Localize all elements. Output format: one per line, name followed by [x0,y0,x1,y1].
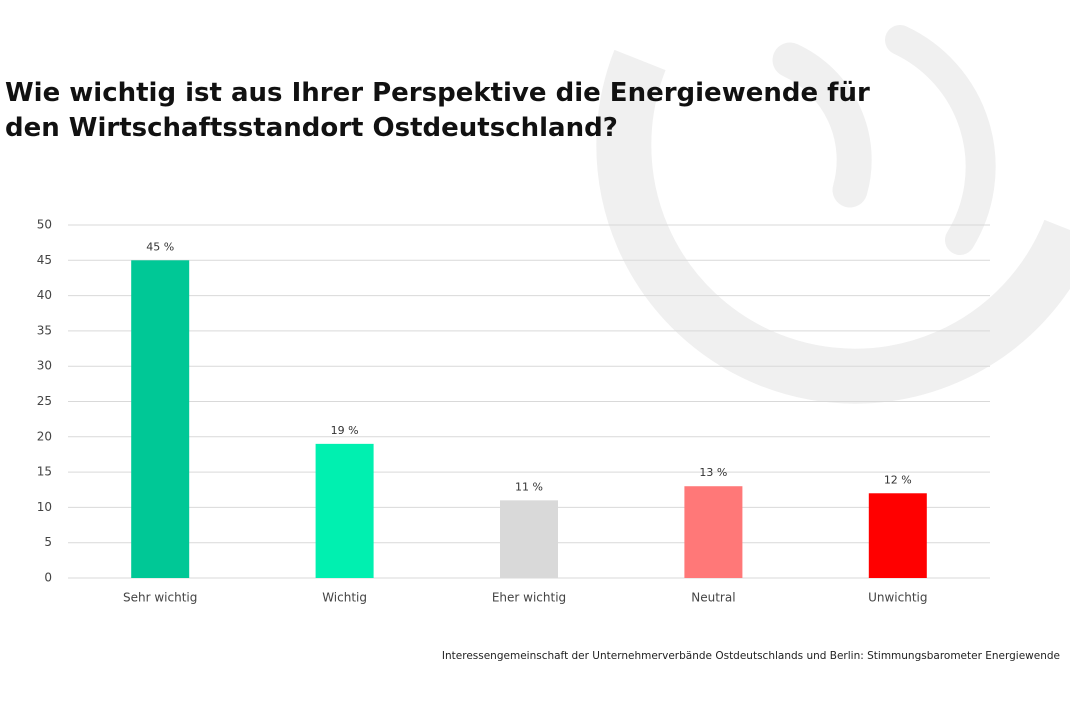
value-label: 19 % [331,424,359,437]
background-decoration [596,25,1070,404]
y-tick-label: 10 [37,500,52,514]
y-tick-label: 20 [37,429,52,443]
x-tick-label: Wichtig [322,591,367,605]
bar [315,443,374,578]
bar [500,500,558,578]
x-tick-label: Eher wichtig [492,591,566,605]
decor-arc [885,25,996,255]
value-label: 11 % [515,480,543,493]
y-tick-label: 35 [37,323,52,337]
decor-arc [596,49,1070,404]
x-tick-label: Unwichtig [868,591,927,605]
y-tick-label: 0 [44,571,52,585]
chart-title: Wie wichtig ist aus Ihrer Perspektive di… [5,78,870,143]
y-tick-label: 5 [44,535,52,549]
decor-arc [772,42,872,208]
value-label: 45 % [146,240,174,253]
value-label: 12 % [884,473,912,486]
x-tick-label: Sehr wichtig [123,591,197,605]
bar [868,493,927,578]
y-tick-label: 25 [37,394,52,408]
y-tick-label: 50 [37,218,52,232]
source-note: Interessengemeinschaft der Unternehmerve… [442,650,1060,662]
bar [684,486,743,578]
value-label: 13 % [699,466,727,479]
y-tick-label: 40 [37,288,52,302]
x-tick-label: Neutral [691,591,735,605]
y-tick-label: 30 [37,359,52,373]
bar [131,260,190,578]
y-tick-label: 15 [37,465,52,479]
y-tick-label: 45 [37,253,52,267]
